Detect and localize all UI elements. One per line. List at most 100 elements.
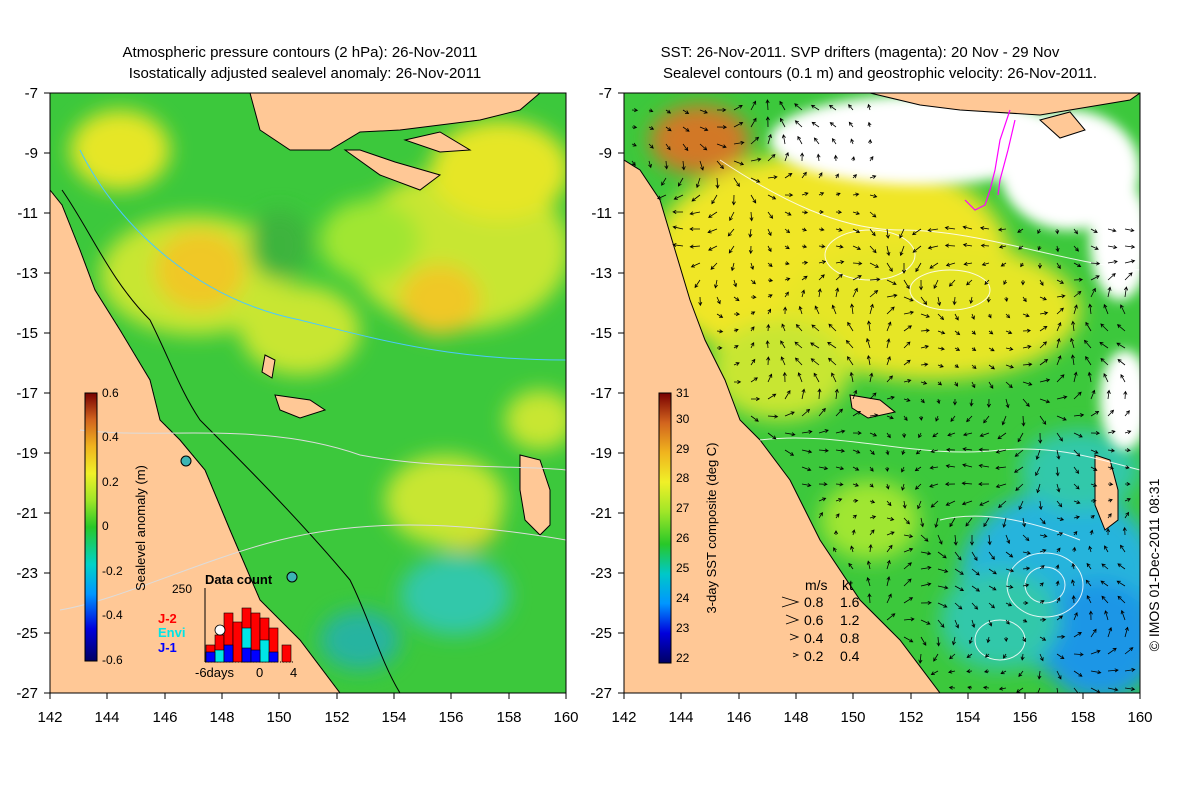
velocity-arrow	[681, 160, 686, 171]
velocity-arrow	[818, 448, 829, 453]
colorbar-tick: 26	[676, 531, 690, 545]
velocity-arrow	[694, 279, 701, 289]
velocity-arrow	[733, 296, 740, 302]
velocity-arrow	[781, 323, 786, 332]
velocity-arrow	[971, 347, 977, 351]
velocity-arrow	[631, 142, 637, 147]
velocity-arrow	[869, 228, 876, 237]
velocity-arrow	[1107, 430, 1116, 434]
velocity-arrow	[953, 534, 958, 546]
velocity-arrow	[1107, 627, 1113, 638]
y-tick: -25	[590, 625, 612, 642]
velocity-arrow	[748, 228, 753, 238]
velocity-arrow	[784, 152, 789, 162]
velocity-arrow	[945, 464, 956, 469]
left-map[interactable]	[50, 93, 575, 693]
velocity-arrow	[1073, 652, 1084, 657]
velocity-arrow	[1071, 562, 1076, 570]
velocity-arrow	[971, 619, 976, 628]
velocity-arrow	[784, 211, 792, 216]
velocity-arrow	[971, 585, 980, 592]
right-x-ticks: 142 144 146 148 150 152 154 156 158 160	[611, 709, 1152, 726]
velocity-arrow	[901, 466, 905, 473]
velocity-arrow	[1107, 687, 1119, 692]
velocity-arrow	[988, 585, 997, 591]
velocity-arrow	[750, 262, 755, 270]
colorbar-tick: 27	[676, 501, 690, 515]
velocity-arrow	[929, 483, 939, 488]
velocity-arrow	[1020, 279, 1026, 286]
legend-ms: 0.4	[804, 630, 824, 646]
velocity-arrow	[937, 534, 943, 545]
velocity-arrow	[708, 211, 718, 218]
velocity-arrow	[750, 358, 756, 366]
velocity-arrow	[1124, 465, 1130, 470]
velocity-arrow	[1055, 466, 1060, 477]
velocity-arrow	[915, 262, 922, 273]
velocity-arrow	[782, 371, 787, 383]
velocity-arrow	[1039, 311, 1049, 316]
velocity-arrow	[1073, 530, 1078, 536]
velocity-arrow	[689, 226, 700, 231]
velocity-arrow	[961, 481, 973, 486]
legend-header-ms: m/s	[805, 577, 828, 593]
velocity-arrow	[1107, 465, 1115, 470]
sealevel-contours	[719, 159, 1140, 661]
colorbar-tick: 28	[676, 471, 690, 485]
velocity-arrow	[937, 619, 945, 628]
left-title-line2: Isostatically adjusted sealevel anomaly:…	[129, 65, 481, 82]
velocity-arrow	[801, 449, 813, 454]
velocity-arrow	[690, 262, 701, 268]
velocity-arrow	[971, 381, 976, 389]
velocity-arrow	[714, 279, 718, 289]
velocity-arrow	[665, 109, 672, 114]
bar-envi	[214, 649, 225, 663]
histogram-x-label: 4	[290, 665, 297, 680]
velocity-arrow	[914, 466, 922, 472]
right-title-line2: Sealevel contours (0.1 m) and geostrophi…	[663, 65, 1097, 82]
velocity-arrow	[937, 296, 942, 307]
velocity-arrow	[716, 125, 728, 130]
x-tick: 150	[266, 709, 291, 726]
right-map[interactable]	[624, 93, 1160, 700]
velocity-arrow	[1073, 391, 1082, 400]
y-tick: -17	[16, 385, 38, 402]
velocity-arrow	[730, 262, 735, 272]
velocity-arrow	[767, 228, 772, 237]
velocity-arrow	[750, 341, 755, 349]
velocity-arrow	[827, 357, 837, 366]
velocity-arrow	[1107, 409, 1115, 417]
velocity-arrow	[1090, 466, 1098, 471]
colorbar-tick: -0.2	[102, 564, 123, 578]
velocity-arrow	[1039, 533, 1048, 538]
velocity-arrow	[818, 407, 826, 417]
velocity-arrow	[1022, 344, 1032, 349]
velocity-arrow	[767, 211, 774, 219]
velocity-arrow	[971, 330, 976, 335]
velocity-arrow	[1056, 547, 1061, 553]
velocity-arrow	[661, 177, 667, 186]
velocity-arrow	[784, 277, 791, 282]
velocity-arrow	[1005, 364, 1014, 369]
velocity-arrow	[767, 262, 773, 267]
y-tick: -19	[590, 445, 612, 462]
velocity-arrow	[749, 211, 754, 222]
velocity-arrow	[733, 279, 738, 288]
velocity-arrow	[1022, 550, 1031, 555]
velocity-arrow	[979, 500, 990, 506]
histogram-bars	[205, 607, 292, 663]
x-tick: 148	[783, 709, 808, 726]
velocity-arrow	[1022, 618, 1028, 623]
velocity-arrow	[934, 517, 939, 529]
left-panel: Atmospheric pressure contours (2 hPa): 2…	[16, 44, 578, 726]
velocity-arrow	[829, 122, 837, 128]
velocity-arrow	[886, 306, 895, 315]
velocity-arrow	[920, 344, 930, 349]
velocity-arrow	[952, 296, 957, 306]
velocity-arrow	[728, 245, 735, 254]
velocity-arrow	[816, 153, 821, 162]
velocity-arrow	[794, 120, 803, 128]
velocity-arrow	[1090, 483, 1098, 487]
velocity-arrow	[715, 177, 720, 189]
legend-arrow-0.6	[785, 614, 800, 625]
